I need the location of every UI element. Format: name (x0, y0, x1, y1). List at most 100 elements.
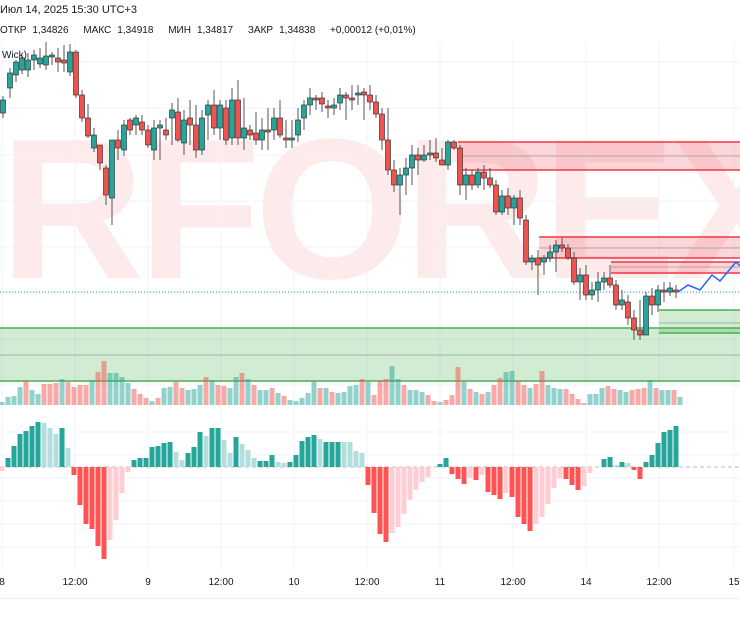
volume-bar (23, 381, 29, 405)
candle (181, 119, 187, 144)
time-tick: 12:00 (354, 577, 380, 588)
oscillator-bar (353, 451, 359, 467)
projection-path (677, 260, 740, 293)
volume-bar (89, 380, 95, 405)
candle (451, 141, 457, 149)
oscillator-bar (161, 443, 167, 467)
volume-bar (677, 397, 683, 405)
volume-bar (191, 389, 197, 405)
oscillator-bar (673, 426, 679, 467)
candle (547, 251, 553, 259)
volume-bar (329, 392, 335, 405)
oscillator-bar (607, 457, 613, 467)
volume-bar (137, 394, 143, 405)
oscillator-bar (221, 440, 227, 467)
oscillator-bar (149, 447, 155, 467)
candle (559, 244, 565, 249)
candle (469, 174, 475, 186)
oscillator-bar (323, 442, 329, 467)
volume-bar (59, 379, 65, 405)
oscillator-bar (383, 467, 389, 542)
volume-bar (305, 393, 311, 405)
candle (475, 171, 481, 186)
candle (523, 219, 529, 263)
volume-bar (521, 385, 527, 405)
volume-bar (539, 371, 545, 405)
oscillator-bar (77, 467, 83, 505)
volume-bar (113, 373, 119, 405)
oscillator-bar (467, 467, 473, 478)
oscillator-bar (185, 453, 191, 467)
oscillator-bar (35, 422, 41, 467)
low-value: МИН 1,34817 (168, 25, 234, 36)
candle (211, 104, 217, 129)
oscillator-bar (239, 444, 245, 467)
volume-bar (443, 400, 449, 405)
candle (415, 154, 421, 161)
candle (361, 91, 367, 96)
candle (103, 167, 109, 196)
oscillator-bar (143, 458, 149, 467)
indicator-label[interactable]: Wick) (2, 50, 27, 61)
candle (589, 289, 595, 296)
volume-bar (155, 398, 161, 405)
oscillator-bar (83, 467, 89, 524)
candle (403, 167, 409, 176)
candle (313, 97, 319, 101)
oscillator-bar (563, 467, 569, 479)
volume-bar (125, 383, 131, 405)
oscillator-bar (503, 467, 509, 493)
candle (223, 107, 229, 141)
candle (55, 57, 61, 63)
candle (619, 299, 625, 306)
candle (325, 105, 331, 109)
volume-bar (647, 380, 653, 405)
volume-bar (53, 383, 59, 405)
oscillator-bar (587, 467, 593, 473)
volume-bar (635, 389, 641, 405)
volume-bar (143, 398, 149, 405)
volume-bar (491, 385, 497, 405)
candle (607, 277, 613, 286)
candle (499, 195, 505, 213)
oscillator-bar (173, 452, 179, 467)
candle (25, 59, 31, 71)
oscillator-bar (509, 467, 515, 497)
oscillator-bar (557, 467, 563, 478)
oscillator-bar (101, 467, 107, 559)
volume-bar (179, 388, 185, 405)
oscillator-bar (53, 434, 59, 467)
oscillator-bar (443, 458, 449, 467)
volume-bar (617, 390, 623, 405)
time-axis[interactable]: 8 12:00 9 12:00 10 12:00 11 12:00 14 12:00 15 (0, 570, 740, 599)
oscillator-bar (245, 450, 251, 467)
oscillator-bar (491, 467, 497, 495)
volume-bar (461, 382, 467, 405)
oscillator-bar (119, 467, 125, 493)
oscillator-bar (461, 467, 467, 484)
candle (247, 129, 253, 136)
candle (439, 159, 445, 166)
oscillator-bar (389, 467, 395, 533)
time-tick: 12:00 (62, 577, 88, 588)
time-tick: 14 (580, 577, 592, 588)
time-tick: 12:00 (646, 577, 672, 588)
volume-bar (101, 361, 107, 405)
oscillator-bar (233, 437, 239, 467)
volume-bar (311, 381, 317, 405)
volume-bar (599, 388, 605, 405)
candle (205, 104, 211, 116)
candle (583, 274, 589, 296)
volume-bar (347, 386, 353, 405)
oscillator-bar (227, 453, 233, 467)
volume-bar (185, 390, 191, 405)
volume-bar (209, 380, 215, 405)
volume-bar (581, 403, 587, 405)
volume-bar (413, 390, 419, 405)
candle (517, 197, 523, 219)
oscillator-bar (643, 462, 649, 467)
time-tick: 12:00 (500, 577, 526, 588)
volume-bar (671, 390, 677, 405)
candle (343, 94, 349, 99)
